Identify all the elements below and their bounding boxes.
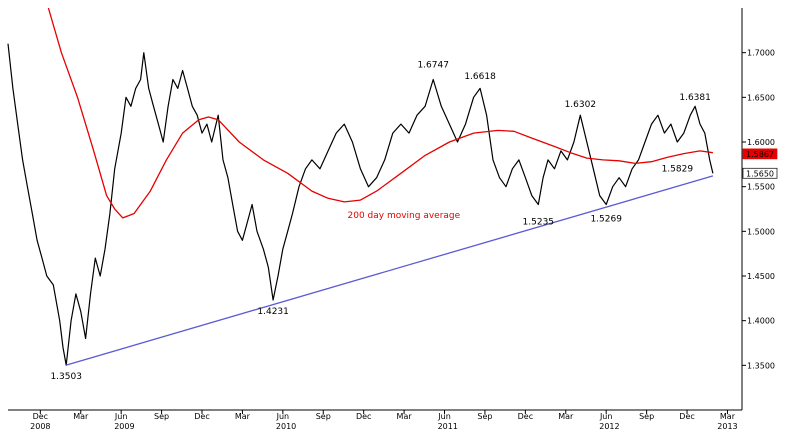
last-value-box <box>742 167 778 179</box>
price-annotation: 1.6747 <box>417 60 449 70</box>
x-tick-label: Mar <box>558 412 574 421</box>
y-tick-label: 1.5500 <box>747 183 775 192</box>
x-tick-label: Dec <box>33 412 48 421</box>
plot-frame <box>8 8 743 411</box>
y-tick-label: 1.6000 <box>747 138 775 147</box>
x-tick-label: Jun <box>276 412 290 421</box>
y-tick-label: 1.4000 <box>747 317 775 326</box>
y-tick-label: 1.4500 <box>747 272 775 281</box>
y-tick-label: 1.3500 <box>747 361 775 370</box>
x-tick-label: Sep <box>316 412 331 421</box>
price-annotation: 1.5269 <box>590 214 622 224</box>
price-annotation: 1.3503 <box>50 372 82 382</box>
x-tick-label: Dec <box>518 412 533 421</box>
x-tick-label: Dec <box>194 412 209 421</box>
y-tick-label: 1.5000 <box>747 227 775 236</box>
last-value-label: 1.5650 <box>746 169 774 178</box>
axis-layer: 1.3500 1.4000 1.4500 1.5000 1.5500 1.6000 1.65… <box>30 49 778 431</box>
x-tick-label: Sep <box>154 412 169 421</box>
y-tick-label: 1.6500 <box>747 93 775 102</box>
price-annotation: 1.5235 <box>523 217 555 227</box>
x-tick-label: Jun <box>599 412 613 421</box>
x-tick-label: Mar <box>397 412 413 421</box>
x-year-label: 2012 <box>599 422 619 431</box>
last-value-label: 1.5867 <box>746 150 774 159</box>
x-tick-label: Mar <box>73 412 89 421</box>
price-annotation: 1.4231 <box>257 307 289 317</box>
annotation-layer: 1.3503 1.4231 1.6747 1.6618 1.5235 1.6302 1.52… <box>50 60 710 382</box>
x-year-label: 2009 <box>114 422 134 431</box>
x-tick-label: Dec <box>356 412 371 421</box>
moving-average-label: 200 day moving average <box>348 211 461 221</box>
last-value-box <box>742 148 778 160</box>
x-tick-label: Mar <box>720 412 736 421</box>
series-layer <box>7 7 714 366</box>
price-annotation: 1.6381 <box>679 93 711 103</box>
trendline <box>66 175 714 366</box>
x-tick-label: Sep <box>639 412 654 421</box>
price-annotation: 1.6618 <box>464 72 496 82</box>
x-tick-label: Jun <box>437 412 451 421</box>
x-year-label: 2013 <box>717 422 737 431</box>
x-year-label: 2011 <box>438 422 458 431</box>
price-annotation: 1.6302 <box>565 100 597 110</box>
price-line <box>7 43 714 366</box>
x-tick-label: Jun <box>114 412 128 421</box>
moving-average-line <box>47 7 713 219</box>
price-annotation: 1.5829 <box>662 164 694 174</box>
y-tick-label: 1.7000 <box>747 49 775 58</box>
x-tick-label: Sep <box>477 412 492 421</box>
x-year-label: 2010 <box>276 422 296 431</box>
x-year-label: 2008 <box>30 422 50 431</box>
x-tick-label: Mar <box>235 412 251 421</box>
x-tick-label: Dec <box>679 412 694 421</box>
